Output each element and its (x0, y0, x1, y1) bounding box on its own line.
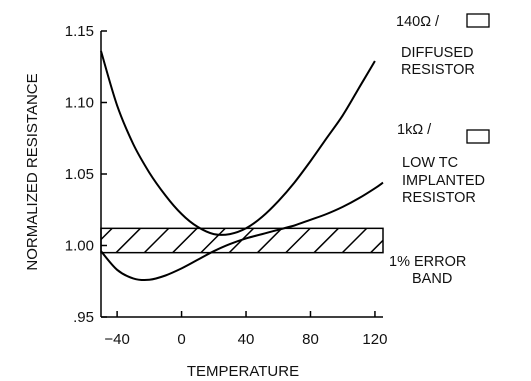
implanted-resistor-label-2: IMPLANTED (402, 173, 485, 189)
curve-diffused-resistor (100, 50, 376, 236)
x-tick-label: 80 (302, 331, 319, 348)
x-tick-label: 40 (238, 331, 255, 348)
error-band-label-1: 1% ERROR (389, 254, 466, 270)
square-symbol (466, 13, 490, 28)
x-tick-label: −40 (104, 331, 129, 348)
diffused-resistor-label-2: RESISTOR (401, 62, 475, 78)
y-tick-label: 1.10 (65, 95, 94, 112)
diffused-resistor-label-1: DIFFUSED (401, 45, 474, 61)
y-tick-label: 1.15 (65, 23, 94, 40)
y-tick-label: .95 (73, 309, 94, 326)
y-tick-label: 1.05 (65, 166, 94, 183)
y-tick-label: 1.00 (65, 238, 94, 255)
square-symbol (466, 129, 490, 144)
implanted-resistor-label-3: RESISTOR (402, 190, 476, 206)
x-axis-label: TEMPERATURE (187, 363, 299, 380)
implanted-resistor-value: 1kΩ / (397, 122, 432, 138)
curve-implanted-resistor (100, 181, 384, 282)
y-axis-label: NORMALIZED RESISTANCE (24, 73, 41, 270)
x-tick-label: 0 (177, 331, 185, 348)
implanted-resistor-label-1: LOW TC (402, 155, 458, 171)
error-band-label-2: BAND (412, 271, 452, 287)
diffused-resistor-value: 140Ω / (396, 14, 440, 30)
x-tick-label: 120 (362, 331, 387, 348)
